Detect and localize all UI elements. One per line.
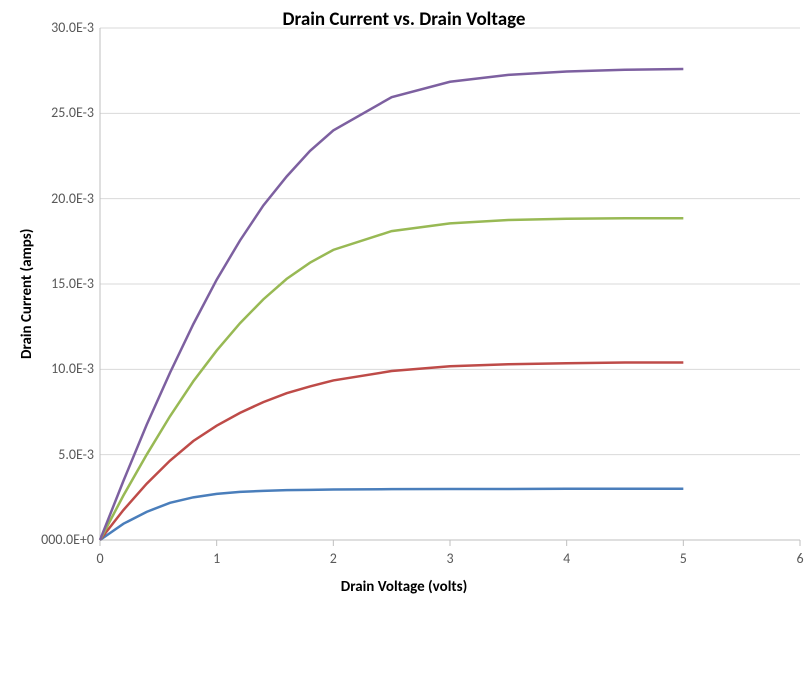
x-tick-label: 2 bbox=[318, 550, 348, 567]
series-4 bbox=[100, 69, 683, 540]
y-tick-label: 000.0E+0 bbox=[14, 531, 94, 548]
y-tick-label: 10.0E-3 bbox=[14, 360, 94, 377]
x-axis-label: Drain Voltage (volts) bbox=[0, 578, 808, 596]
x-tick-label: 5 bbox=[668, 550, 698, 567]
series-3 bbox=[100, 218, 683, 540]
chart-title: Drain Current vs. Drain Voltage bbox=[0, 8, 808, 31]
x-tick-label: 6 bbox=[785, 550, 808, 567]
y-tick-label: 20.0E-3 bbox=[14, 190, 94, 207]
y-tick-label: 30.0E-3 bbox=[14, 19, 94, 36]
plot-area bbox=[0, 0, 808, 675]
y-axis-label: Drain Current (amps) bbox=[18, 229, 36, 359]
x-tick-label: 0 bbox=[85, 550, 115, 567]
x-tick-label: 4 bbox=[552, 550, 582, 567]
y-tick-label: 15.0E-3 bbox=[14, 275, 94, 292]
x-tick-label: 1 bbox=[202, 550, 232, 567]
series-1 bbox=[100, 489, 683, 540]
y-tick-label: 5.0E-3 bbox=[14, 446, 94, 463]
chart-container: Drain Current vs. Drain Voltage Drain Cu… bbox=[0, 0, 808, 675]
y-tick-label: 25.0E-3 bbox=[14, 104, 94, 121]
x-tick-label: 3 bbox=[435, 550, 465, 567]
